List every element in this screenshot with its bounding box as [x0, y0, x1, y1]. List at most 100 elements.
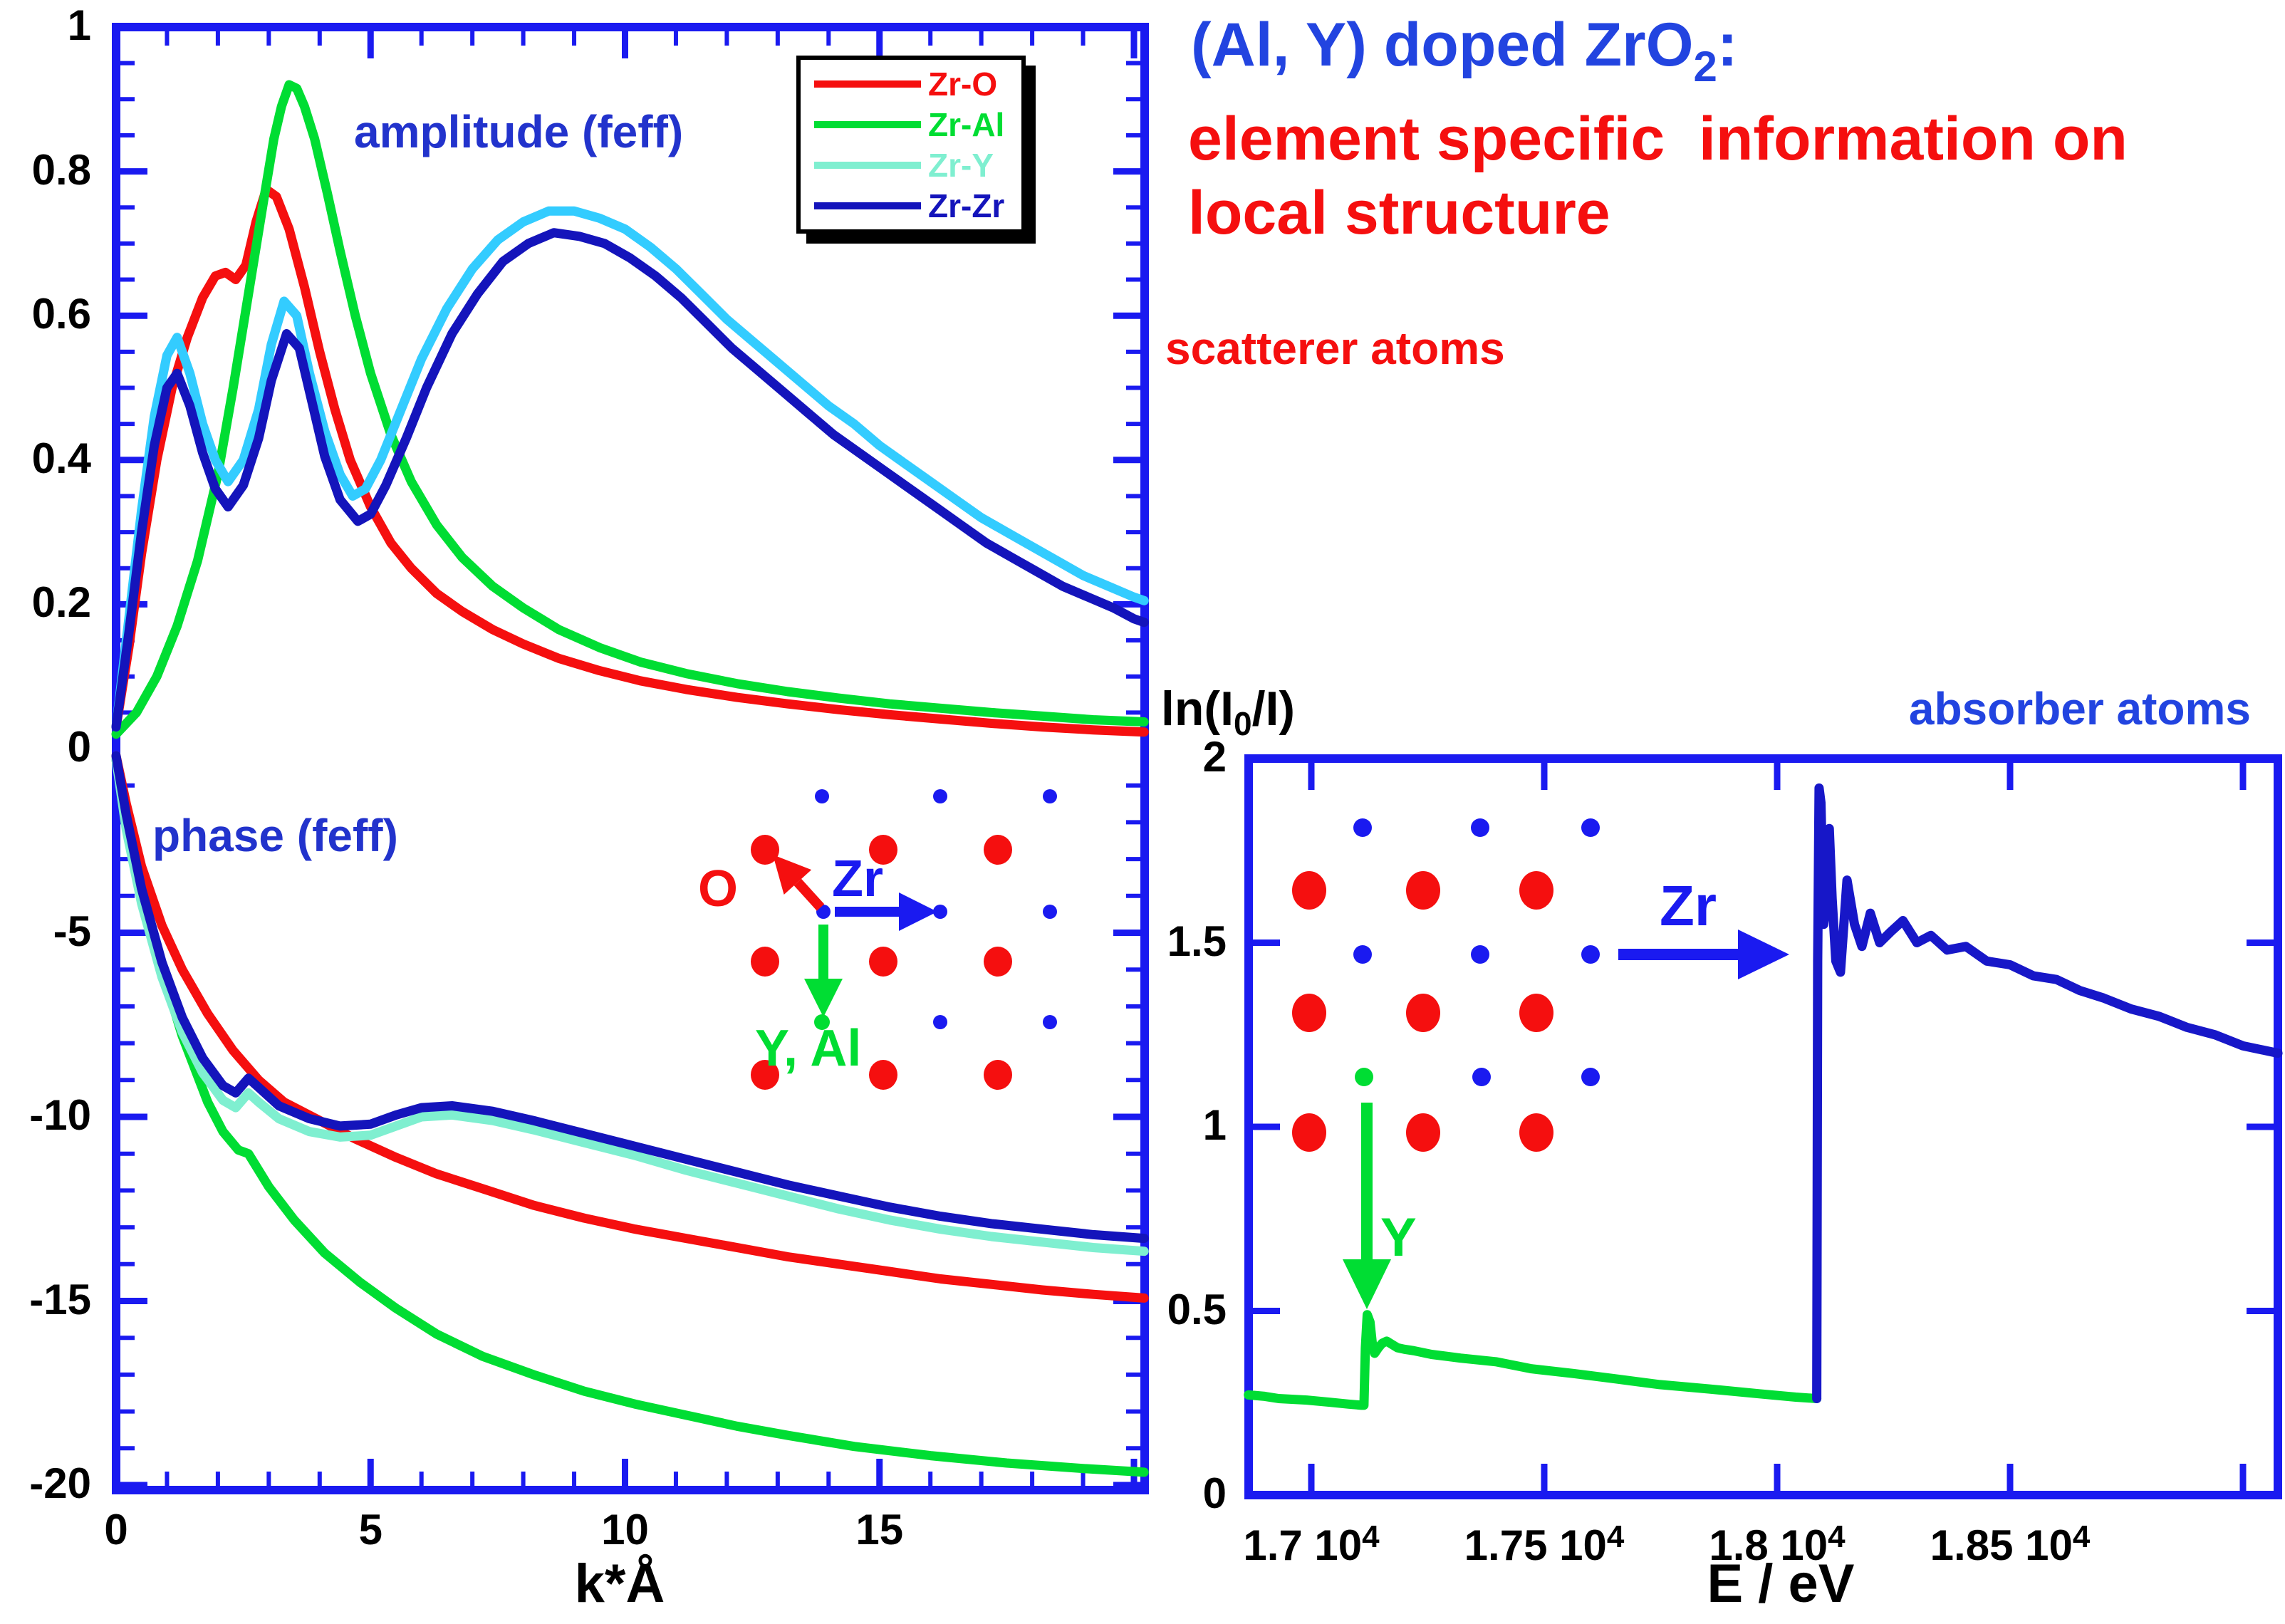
- left-lattice-zirconium-dot: [816, 905, 831, 919]
- left-plot-xtick-5: 5: [358, 1506, 382, 1553]
- left-plot-ytick-1: 1: [67, 1, 91, 49]
- right-lattice-oxygen-dot: [1406, 1113, 1440, 1152]
- right-lattice-zirconium-dot: [1472, 1068, 1491, 1086]
- right-lattice-zirconium-dot: [1581, 818, 1600, 837]
- subtitle-line1: element specific information on: [1188, 105, 2128, 173]
- left-lattice-zirconium-dot: [933, 1015, 947, 1029]
- left-plot-ytick-0: 0: [67, 723, 91, 771]
- legend-entry-label: Zr-Y: [928, 146, 994, 184]
- left-lattice-oxygen-dot: [751, 835, 779, 865]
- right-plot-ytick-0.5: 0.5: [1167, 1285, 1227, 1333]
- left-lattice-oxygen-dot: [869, 835, 897, 865]
- left-lattice-zirconium-dot: [815, 789, 829, 803]
- right-plot-frame: [1244, 754, 2282, 1499]
- left-lattice-zirconium-dot: [933, 789, 947, 803]
- right-plot-xtick-18500: 1.85 104: [1930, 1519, 2091, 1569]
- left-lattice-zirconium-dot: [1043, 789, 1057, 803]
- legend-line-swatch: [814, 202, 921, 209]
- y-k-edge-region-curve: [1244, 1310, 1822, 1410]
- right-lattice-oxygen-dot: [1519, 1113, 1553, 1152]
- legend-line-swatch: [814, 120, 921, 128]
- left-lattice-oxygen-dot: [984, 1060, 1012, 1090]
- zr-o-amplitude-curve: [111, 184, 1149, 737]
- yttrium-atom-label: Y: [1380, 1207, 1417, 1268]
- zr-edge-arrow-head: [1738, 930, 1789, 979]
- right-lattice-zirconium-dot: [1471, 818, 1489, 837]
- left-plot-ytick-0.6: 0.6: [31, 290, 91, 338]
- legend-entry-zr-zr: Zr-Zr: [814, 189, 1021, 222]
- right-plot-ytick-1: 1: [1202, 1101, 1227, 1149]
- right-lattice-zirconium-dot: [1471, 945, 1489, 964]
- zr-zr-phase-curve: [111, 751, 1149, 1244]
- right-lattice-zirconium-dot: [1581, 945, 1600, 964]
- right-lattice-zirconium-dot: [1581, 1068, 1600, 1086]
- left-plot-ytick-0.4: 0.4: [31, 434, 91, 482]
- amplitude-annotation: amplitude (feff): [354, 106, 684, 157]
- phase-annotation: phase (feff): [152, 810, 398, 861]
- right-lattice-oxygen-dot: [1292, 994, 1326, 1032]
- left-lattice-oxygen-dot: [869, 947, 897, 977]
- zr-scatter-arrow-head: [899, 892, 937, 931]
- left-lattice-zirconium-dot: [1043, 905, 1057, 919]
- legend-entry-label: Zr-Al: [928, 105, 1005, 143]
- legend-entry-zr-o: Zr-O: [814, 68, 1021, 100]
- left-plot-ytick--5: -5: [53, 907, 91, 955]
- zr-y-phase-curve: [111, 755, 1149, 1256]
- left-lattice-oxygen-dot: [984, 947, 1012, 977]
- subtitle-line2: local structure: [1188, 179, 1610, 247]
- zr-k-edge-region-curve: [1812, 783, 2283, 1403]
- right-lattice-oxygen-dot: [1519, 871, 1553, 910]
- right-lattice-oxygen-dot: [1406, 871, 1440, 910]
- left-lattice-zirconium-dot: [933, 905, 947, 919]
- left-plot-ytick-0.2: 0.2: [31, 578, 91, 627]
- right-lattice-oxygen-dot: [1406, 994, 1440, 1032]
- legend-entry-zr-al: Zr-Al: [814, 108, 1021, 141]
- legend-line-swatch: [814, 161, 921, 169]
- left-plot-ytick--15: -15: [29, 1275, 91, 1323]
- legend-entry-zr-y: Zr-Y: [814, 149, 1021, 182]
- legend-box: Zr-O Zr-Al Zr-Y Zr-Zr: [796, 56, 1026, 234]
- zr-al-amplitude-curve: [111, 80, 1149, 739]
- ln-label-post: /I): [1251, 682, 1295, 736]
- zirconium-atom-label-left: Zr: [832, 850, 883, 907]
- right-plot-y-axis-title: ln(I0/I): [1161, 681, 1295, 743]
- left-plot-ytick--20: -20: [29, 1459, 91, 1507]
- left-plot-frame: [112, 23, 1149, 1494]
- absorber-atoms-label: absorber atoms: [1908, 683, 2251, 734]
- right-plot-ytick-1.5: 1.5: [1167, 917, 1227, 965]
- o-scatter-arrow-head: [773, 855, 812, 895]
- o-scatter-arrow-shaft: [793, 878, 825, 911]
- legend-line-swatch: [814, 80, 921, 88]
- left-lattice-zirconium-dot: [1043, 1015, 1057, 1029]
- y-edge-arrow-head: [1343, 1259, 1391, 1309]
- zirconium-atom-label-right: Zr: [1660, 874, 1717, 937]
- right-lattice-oxygen-dot: [1292, 1113, 1326, 1152]
- right-lattice-zirconium-dot: [1353, 818, 1372, 837]
- left-lattice-dopant-dot: [814, 1014, 830, 1030]
- dopant-scatter-arrow-head: [804, 979, 843, 1017]
- ln-label-sub: 0: [1233, 705, 1252, 742]
- dopant-atoms-label: Y, Al: [755, 1020, 862, 1077]
- right-lattice-zirconium-dot: [1353, 945, 1372, 964]
- title-subscript: 2: [1693, 43, 1717, 90]
- right-lattice-oxygen-dot: [1519, 994, 1553, 1032]
- zr-y-amplitude-curve: [111, 206, 1149, 732]
- right-plot-ytick-0: 0: [1202, 1469, 1227, 1517]
- left-plot-xtick-10: 10: [601, 1506, 649, 1553]
- right-plot-ytick-2: 2: [1202, 733, 1227, 781]
- page-title: (Al, Y) doped ZrO2:: [1191, 10, 1738, 91]
- right-plot-xtick-17000: 1.7 104: [1243, 1519, 1380, 1569]
- right-plot-x-axis-title: E / eV: [1707, 1553, 1855, 1614]
- left-plot-ytick--10: -10: [29, 1091, 91, 1139]
- zr-zr-amplitude-curve: [111, 228, 1149, 732]
- ln-label-pre: ln(I: [1161, 682, 1234, 736]
- left-lattice-oxygen-dot: [751, 947, 779, 977]
- left-plot-ytick-0.8: 0.8: [31, 145, 91, 194]
- left-plot-x-axis-title: k*Å: [574, 1553, 665, 1614]
- title-colon: :: [1717, 11, 1738, 79]
- left-plot-xtick-15: 15: [855, 1506, 904, 1553]
- right-plot-xtick-18000: 1.8 104: [1709, 1519, 1846, 1569]
- scatterer-atoms-label: scatterer atoms: [1165, 323, 1505, 374]
